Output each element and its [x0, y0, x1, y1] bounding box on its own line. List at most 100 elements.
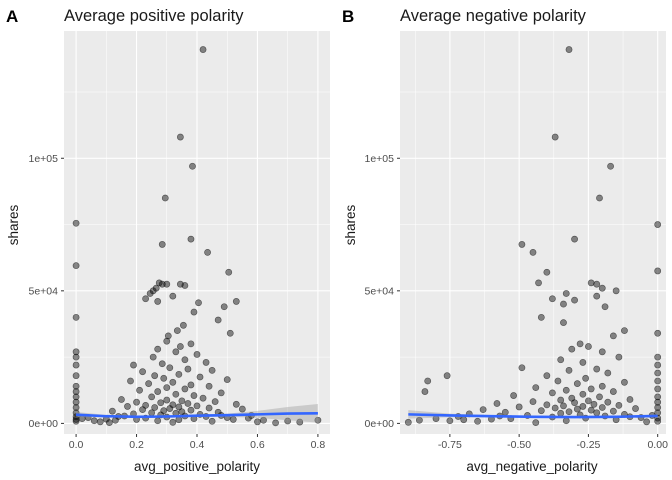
- data-point: [176, 343, 184, 350]
- data-point: [166, 364, 174, 372]
- data-point: [187, 381, 195, 389]
- data-point: [654, 369, 662, 377]
- data-point: [654, 409, 662, 417]
- data-point: [72, 219, 80, 227]
- panel-b: -0.75 -0.50 -0.25 0.00 0e+00 5e+04 1e+05 B Ave…: [342, 7, 668, 474]
- data-point: [415, 416, 423, 424]
- data-point: [479, 406, 487, 414]
- data-point: [181, 356, 189, 364]
- data-point: [72, 361, 80, 369]
- data-point: [587, 385, 595, 393]
- data-point: [643, 418, 651, 426]
- data-point: [161, 194, 169, 202]
- data-point: [615, 401, 623, 409]
- data-point: [565, 46, 573, 53]
- data-point: [654, 329, 662, 337]
- data-point: [593, 292, 601, 300]
- data-point: [474, 417, 481, 425]
- data-point: [579, 359, 587, 366]
- x-axis-title-a: avg_positive_polarity: [134, 459, 260, 474]
- plot-title-b: Average negative polarity: [400, 7, 587, 25]
- data-point: [585, 343, 592, 350]
- data-point: [424, 377, 432, 385]
- data-point: [568, 345, 576, 353]
- data-point: [654, 377, 662, 385]
- data-point: [72, 382, 80, 390]
- smooth-line: [76, 412, 318, 419]
- data-point: [127, 377, 134, 385]
- data-point: [96, 418, 104, 426]
- data-point: [573, 405, 581, 413]
- x-tick-label: 0.6: [250, 439, 265, 451]
- data-point: [208, 417, 216, 425]
- data-point: [604, 369, 612, 377]
- data-point: [199, 46, 207, 53]
- data-point: [654, 417, 662, 425]
- data-point: [543, 401, 551, 409]
- data-point: [142, 295, 150, 303]
- data-point: [654, 393, 662, 401]
- data-point: [598, 348, 606, 356]
- data-point: [587, 406, 595, 414]
- data-point: [211, 398, 219, 406]
- data-point: [72, 353, 80, 361]
- data-point: [582, 374, 590, 382]
- data-point: [654, 221, 662, 228]
- data-point: [551, 404, 559, 412]
- data-point: [72, 417, 80, 425]
- data-point: [548, 389, 556, 397]
- data-point: [510, 392, 518, 399]
- data-point: [446, 417, 454, 425]
- panel-tag-b: B: [342, 7, 354, 26]
- y-tick-label: 5e+04: [365, 285, 395, 297]
- data-point: [557, 396, 565, 404]
- data-point: [612, 287, 620, 295]
- data-point: [565, 408, 573, 416]
- data-point: [654, 398, 662, 406]
- data-point: [157, 399, 165, 407]
- data-point: [560, 402, 567, 410]
- data-point: [543, 268, 551, 276]
- data-point: [443, 372, 451, 380]
- data-point: [193, 402, 201, 410]
- data-point: [72, 393, 80, 401]
- data-point: [560, 300, 567, 308]
- data-point: [518, 241, 526, 248]
- data-point: [562, 290, 570, 297]
- data-point: [551, 133, 559, 141]
- data-point: [169, 418, 177, 426]
- data-point: [529, 398, 537, 406]
- data-point: [554, 377, 562, 385]
- data-point: [145, 380, 153, 388]
- data-point: [515, 403, 523, 411]
- data-point: [163, 396, 171, 404]
- data-point: [548, 295, 556, 303]
- data-point: [178, 397, 186, 405]
- data-point: [232, 400, 240, 408]
- y-tick-label: 1e+05: [365, 153, 395, 165]
- x-tick-label: -0.25: [576, 439, 600, 451]
- data-point: [154, 345, 162, 353]
- data-point: [146, 290, 154, 297]
- data-point: [609, 388, 617, 395]
- data-point: [543, 372, 551, 380]
- panel-background: [400, 31, 666, 434]
- data-point: [226, 329, 234, 337]
- data-point: [111, 416, 119, 424]
- data-point: [501, 408, 509, 416]
- data-point: [232, 298, 240, 305]
- data-point: [229, 416, 237, 423]
- data-point: [314, 416, 322, 424]
- data-point: [585, 397, 592, 405]
- data-point: [169, 378, 177, 386]
- data-point: [598, 284, 606, 292]
- data-point: [214, 316, 222, 324]
- data-point: [532, 384, 540, 392]
- x-tick-label: -0.75: [438, 439, 462, 451]
- x-tick-label: 0.4: [190, 439, 205, 451]
- data-point: [190, 392, 198, 399]
- data-point: [151, 372, 159, 380]
- data-point: [187, 340, 195, 348]
- data-point: [172, 390, 180, 398]
- data-point: [576, 340, 584, 348]
